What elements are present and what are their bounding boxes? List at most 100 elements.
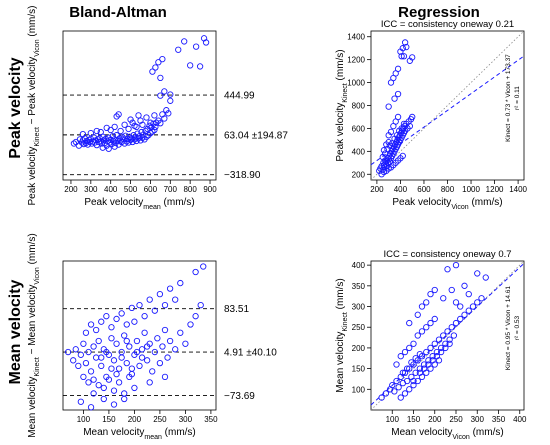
data-point [152, 123, 159, 131]
data-point [192, 268, 199, 276]
data-point [400, 120, 408, 127]
data-point [429, 357, 436, 364]
data-point [200, 263, 207, 270]
data-point [378, 394, 385, 401]
data-point [448, 324, 455, 331]
data-point [406, 319, 413, 327]
y-tick-label: 800 [352, 102, 366, 111]
data-point [401, 39, 409, 46]
y-tick-label: 100 [352, 385, 366, 394]
x-axis-label: Mean velocityVicon (mm/s) [391, 427, 503, 441]
x-tick-label: 100 [77, 415, 91, 424]
data-point [87, 368, 95, 375]
data-point [103, 313, 110, 320]
data-point [457, 303, 464, 310]
data-point [138, 346, 146, 353]
data-point [408, 359, 415, 366]
data-point [117, 137, 124, 144]
data-point [128, 135, 135, 142]
x-tick-label: 200 [128, 415, 142, 424]
x-axis-label: Mean velocitymean (mm/s) [83, 427, 196, 441]
data-point [112, 139, 119, 147]
data-point [133, 348, 141, 356]
data-point [143, 357, 151, 364]
plot-frame [370, 260, 525, 411]
data-point [181, 38, 188, 45]
data-point [151, 112, 158, 119]
data-point [121, 390, 128, 397]
data-point [446, 336, 453, 343]
data-point [154, 335, 161, 342]
data-points [378, 261, 489, 401]
data-point [478, 295, 485, 302]
data-point [433, 353, 441, 360]
data-point [143, 343, 151, 350]
data-point [393, 361, 400, 368]
x-tick-label: 350 [492, 415, 506, 424]
y-tick-label: 1000 [347, 79, 365, 88]
data-point [469, 303, 477, 310]
data-point [129, 119, 136, 126]
fit-equation: r² = 0.11 [514, 86, 521, 110]
data-point [410, 340, 417, 347]
data-point [387, 128, 395, 136]
data-point [131, 384, 138, 392]
data-point [159, 343, 166, 350]
data-points [70, 35, 210, 152]
data-point [80, 373, 87, 381]
panel-title: ICC = consistency oneway 0.7 [383, 249, 511, 260]
data-point [461, 282, 468, 289]
data-point [161, 88, 168, 95]
data-point [141, 313, 148, 320]
data-point [115, 379, 123, 386]
data-point [150, 120, 157, 127]
data-point [482, 274, 489, 281]
data-point [397, 353, 404, 360]
y-tick-label: 1200 [347, 56, 365, 65]
data-point [144, 125, 151, 133]
data-point [98, 318, 105, 325]
data-point [126, 343, 133, 350]
data-point [425, 357, 432, 364]
data-point [406, 365, 413, 372]
y-tick-label: 350 [352, 282, 366, 291]
plot-frame [62, 260, 217, 411]
data-point [452, 299, 460, 306]
y-tick-label: 300 [352, 303, 366, 312]
data-point [386, 158, 393, 165]
data-point [403, 43, 410, 51]
data-point [399, 369, 407, 376]
data-point [113, 315, 120, 323]
data-point [450, 332, 458, 339]
fit-equation: Kinect = 0.95 * Vicon + 14.61 [505, 286, 512, 370]
data-point [187, 321, 194, 328]
x-tick-label: 700 [164, 185, 178, 194]
y-axis-label: Peak velocityKinect (mm/s) [335, 49, 349, 161]
data-point [409, 54, 416, 61]
data-point [437, 348, 445, 356]
data-point [156, 290, 164, 298]
data-point [149, 68, 156, 75]
x-tick-label: 600 [417, 185, 431, 194]
data-point [64, 348, 72, 356]
data-point [85, 348, 92, 356]
data-point [172, 296, 179, 303]
data-point [157, 92, 164, 99]
data-point [127, 136, 134, 144]
data-point [414, 357, 421, 364]
column-title-bland-altman: Bland-Altman [69, 4, 167, 21]
data-point [187, 62, 194, 69]
data-point [125, 125, 132, 133]
data-point [440, 332, 447, 339]
data-point [110, 357, 118, 364]
data-point [123, 337, 130, 345]
x-tick-label: 400 [394, 185, 408, 194]
x-tick-label: 1000 [462, 185, 480, 194]
fit-equation: r² = 0.53 [514, 315, 521, 340]
y-axis-label: Peak velocityKinect − Peak velocityVicon… [27, 6, 41, 206]
x-tick-label: 250 [153, 415, 167, 424]
data-point [98, 362, 105, 370]
data-point [105, 134, 112, 141]
data-point [393, 377, 400, 385]
data-point [118, 310, 125, 317]
